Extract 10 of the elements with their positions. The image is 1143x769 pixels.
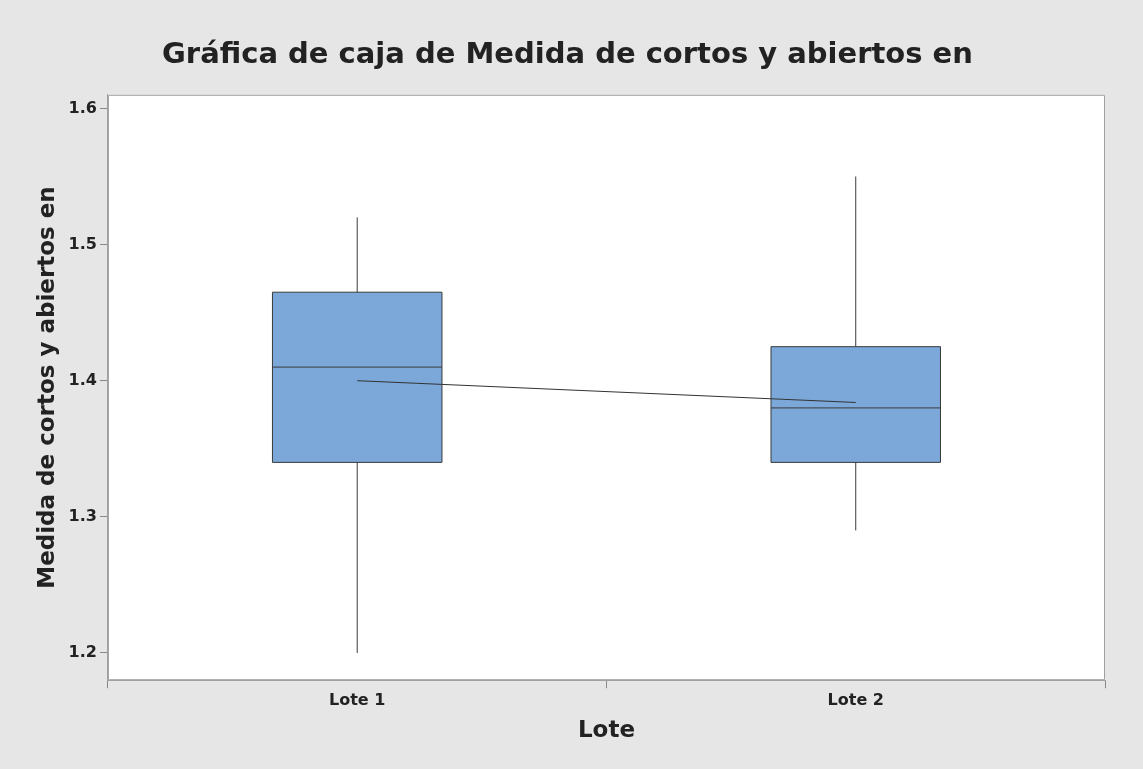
y-tick-label: 1.4 <box>68 369 97 389</box>
x-tick-label: Lote 2 <box>827 689 884 709</box>
y-tick-label: 1.3 <box>68 505 97 525</box>
y-axis-title: Medida de cortos y abiertos en <box>32 186 59 589</box>
x-tick-label: Lote 1 <box>329 689 386 709</box>
x-axis-title: Lote <box>577 716 635 743</box>
y-tick-label: 1.6 <box>68 97 97 117</box>
y-tick-label: 1.2 <box>68 642 97 662</box>
y-tick-label: 1.5 <box>68 233 97 253</box>
chart-title: Gráfica de caja de Medida de cortos y abiertos en <box>162 35 973 70</box>
